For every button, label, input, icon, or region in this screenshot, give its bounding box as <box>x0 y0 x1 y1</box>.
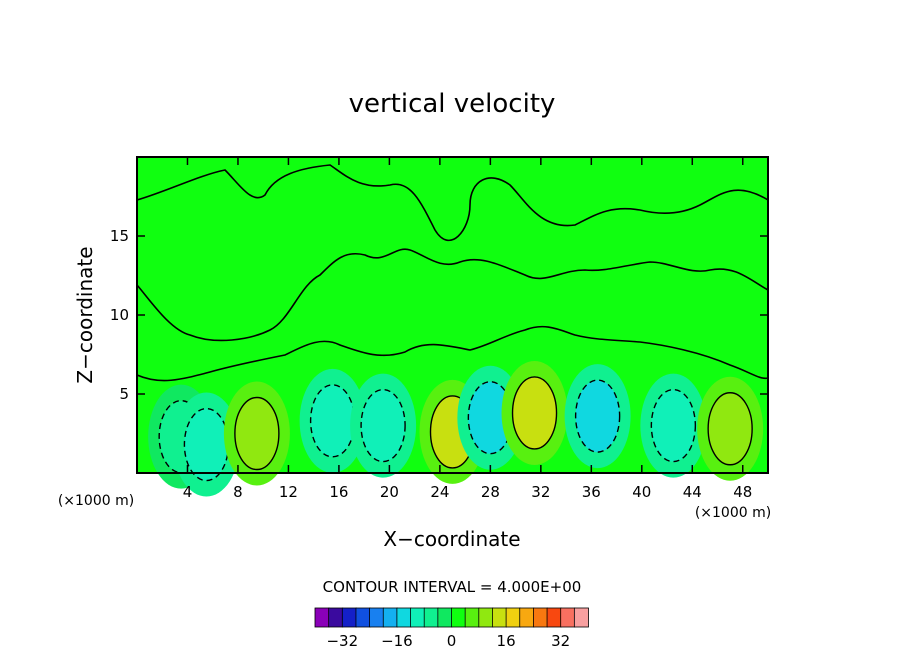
contour-lower-isoline <box>136 325 769 382</box>
colorbar-swatch <box>328 607 344 628</box>
velocity-cell <box>707 392 753 466</box>
velocity-cell <box>234 396 280 471</box>
x-tick-label: 40 <box>632 483 651 501</box>
x-ticks: 4 8 12 16 20 24 28 32 36 40 44 48 <box>183 157 752 501</box>
x-tick-label: 48 <box>733 483 752 501</box>
x-tick-label: 36 <box>582 483 601 501</box>
colorbar-swatch <box>355 607 371 628</box>
colorbar-swatch <box>314 607 330 628</box>
velocity-cell <box>574 379 621 453</box>
contour-lines <box>136 164 769 382</box>
colorbar-tick-label: −32 <box>326 632 358 650</box>
y-tick-label: 5 <box>119 385 129 403</box>
x-tick-label: 16 <box>329 483 348 501</box>
contour-field <box>148 360 764 497</box>
x-axis-label: X−coordinate <box>383 527 520 551</box>
x-units-left: (×1000 m) <box>58 493 134 509</box>
colorbar-swatch <box>396 607 412 628</box>
colorbar-swatch <box>410 607 426 628</box>
colorbar-swatch <box>369 607 385 628</box>
chart-title: vertical velocity <box>349 89 556 119</box>
x-units-right: (×1000 m) <box>695 505 771 521</box>
colorbar-tick-label: 0 <box>447 632 457 650</box>
colorbar-tick-label: 32 <box>551 632 570 650</box>
colorbar-swatch <box>341 607 357 628</box>
velocity-cell <box>511 376 558 450</box>
y-tick-label: 10 <box>110 306 129 324</box>
colorbar-swatch <box>573 607 589 628</box>
colorbar-swatch <box>505 607 521 628</box>
colorbar-swatch <box>382 607 398 628</box>
x-tick-label: 28 <box>481 483 500 501</box>
colorbar-tick-label: 16 <box>497 632 516 650</box>
y-ticks: 5 10 15 <box>110 227 768 403</box>
x-tick-label: 12 <box>279 483 298 501</box>
colorbar-swatch <box>464 607 480 628</box>
x-tick-label: 20 <box>380 483 399 501</box>
colorbar: −32 −16 0 16 32 <box>314 607 589 650</box>
x-tick-label: 4 <box>183 483 193 501</box>
colorbar-swatch <box>451 607 467 628</box>
y-tick-label: 15 <box>110 227 129 245</box>
colorbar-swatch <box>423 607 439 628</box>
contour-interval-label: CONTOUR INTERVAL = 4.000E+00 <box>323 578 582 596</box>
y-axis-label: Z−coordinate <box>73 246 97 383</box>
colorbar-swatch <box>560 607 576 628</box>
x-tick-label: 8 <box>233 483 243 501</box>
x-tick-label: 24 <box>430 483 449 501</box>
velocity-cell <box>360 388 406 463</box>
colorbar-swatch <box>519 607 535 628</box>
colorbar-tick-label: −16 <box>381 632 413 650</box>
colorbar-swatch <box>492 607 508 628</box>
velocity-cell <box>309 384 356 458</box>
contour-upper-isoline <box>136 164 769 242</box>
velocity-cell <box>183 407 230 482</box>
colorbar-swatch <box>478 607 494 628</box>
colorbar-swatch <box>533 607 548 628</box>
contour-middle-isoline <box>136 248 769 342</box>
velocity-cell <box>650 388 697 463</box>
x-tick-label: 44 <box>683 483 702 501</box>
x-tick-label: 32 <box>531 483 550 501</box>
colorbar-swatch <box>437 607 453 628</box>
colorbar-swatch <box>546 607 562 628</box>
